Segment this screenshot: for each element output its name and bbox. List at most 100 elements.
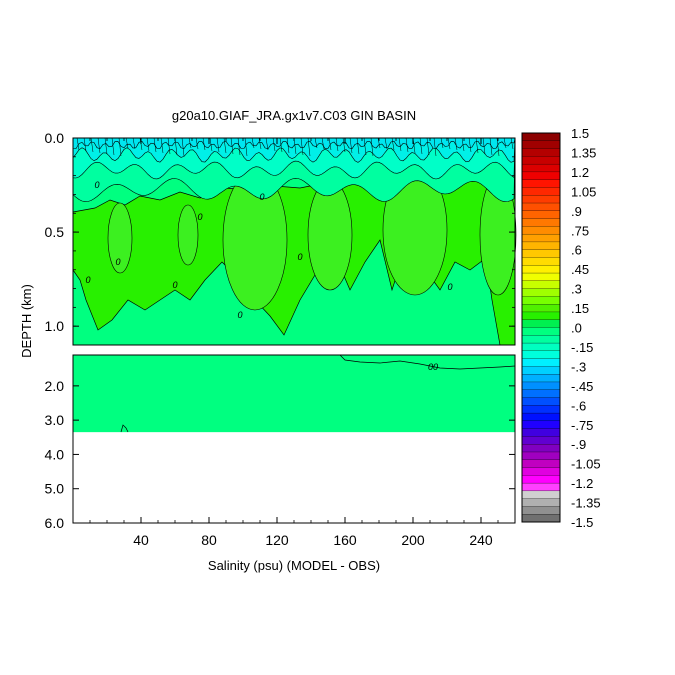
colorbar-swatch: [521, 498, 561, 507]
surface-contour-line: [454, 137, 458, 151]
x-tick-label: 160: [333, 532, 357, 548]
y-axis-label: DEPTH (km): [19, 284, 34, 358]
lower-small-contour: [120, 424, 129, 433]
colorbar-swatch: [521, 381, 561, 391]
surface-contour-line: [76, 137, 80, 151]
colorbar-swatch: [521, 436, 561, 445]
colorbar-label: 1.2: [571, 165, 589, 180]
upper-panel: 0 0 0 0 0 0 0 0 0: [72, 137, 517, 346]
colorbar-swatch: [521, 187, 561, 196]
colorbar-swatch: [521, 296, 561, 305]
contour-label: 0: [259, 192, 264, 202]
lower-panel: 00: [73, 354, 516, 523]
colorbar-label: -.9: [571, 437, 586, 452]
surface-contour-line: [433, 137, 437, 157]
surface-contour-line: [244, 137, 248, 157]
surface-contour-line: [272, 137, 276, 152]
colorbar-swatch: [521, 366, 561, 375]
surface-contour-line: [447, 137, 451, 150]
surface-contour-line: [104, 137, 108, 155]
colorbar-swatch: [521, 506, 561, 515]
surface-contour-line: [335, 137, 339, 152]
colorbar-label: .6: [571, 243, 582, 258]
colorbar-swatch: [521, 350, 561, 360]
surface-contour-line: [503, 137, 507, 149]
surface-contour-line: [370, 137, 374, 157]
surface-contour-line: [440, 137, 444, 149]
surface-contour-line: [391, 137, 395, 151]
x-tick-label: 40: [133, 532, 149, 548]
colorbar-label: -.6: [571, 398, 586, 413]
contour-label: 0: [297, 252, 302, 262]
surface-contour-line: [496, 137, 500, 157]
colorbar-swatch: [521, 233, 561, 243]
colorbar-swatch: [521, 475, 561, 484]
colorbar-swatch: [521, 288, 561, 297]
surface-contour-line: [195, 137, 199, 150]
y-tick-label: 6.0: [45, 515, 65, 531]
surface-contour-line: [83, 137, 87, 152]
colorbar-label: -1.2: [571, 476, 593, 491]
lower-field-base: [73, 355, 515, 433]
colorbar: 1.5 1.35 1.2 1.05 .9 .75 .6 .45 .3 .15 .0 -.15 -.3 -.…: [521, 126, 601, 530]
surface-contour-line: [321, 137, 325, 150]
colorbar-swatch: [521, 327, 561, 336]
colorbar-swatch: [521, 514, 561, 523]
colorbar-label: -.15: [571, 340, 593, 355]
surface-contour-line: [398, 137, 402, 152]
surface-contour-line: [419, 137, 423, 155]
surface-contour-line: [146, 137, 150, 152]
surface-contour-line: [111, 137, 115, 156]
surface-contour-line: [167, 137, 171, 155]
surface-contour-line: [356, 137, 360, 155]
colorbar-swatch: [521, 210, 561, 220]
colorbar-label: -.75: [571, 418, 593, 433]
surface-contour-line: [405, 137, 409, 153]
surface-contour-line: [258, 137, 262, 150]
colorbar-swatch: [521, 311, 561, 321]
surface-contour-line: [188, 137, 192, 149]
colorbar-swatch: [521, 459, 561, 468]
colorbar-swatch: [521, 226, 561, 235]
colorbar-swatch: [521, 218, 561, 227]
colorbar-label: -1.35: [571, 496, 601, 511]
surface-contour-line: [342, 137, 346, 153]
surface-contour-line: [125, 137, 129, 149]
colorbar-swatch: [521, 132, 561, 142]
colorbar-swatch: [521, 405, 561, 414]
surface-contour-line: [286, 137, 290, 154]
colorbar-swatch: [521, 148, 561, 157]
x-tick-label: 120: [265, 532, 289, 548]
colorbar-swatch: [521, 358, 561, 367]
colorbar-swatch: [521, 280, 561, 290]
surface-contour-line: [97, 137, 101, 154]
surface-contour-line: [279, 137, 283, 153]
surface-contour-line: [328, 137, 332, 151]
colorbar-label: -1.05: [571, 457, 601, 472]
x-tick-label: 80: [201, 532, 217, 548]
colorbar-swatch: [521, 272, 561, 282]
colorbar-swatch: [521, 195, 561, 204]
contour-label: 0: [115, 257, 120, 267]
colorbar-swatch: [521, 482, 561, 492]
colorbar-swatch: [521, 428, 561, 437]
positive-core-blob: [307, 179, 353, 291]
surface-contour-line: [314, 137, 318, 149]
colorbar-label: .3: [571, 282, 582, 297]
lower-zero-contour: [339, 354, 516, 370]
colorbar-swatch: [521, 265, 561, 274]
surface-contour-line: [363, 137, 367, 156]
colorbar-swatch: [521, 397, 561, 406]
contour-label: 0: [94, 180, 99, 190]
surface-contour-line: [461, 137, 465, 152]
colorbar-label: .9: [571, 204, 582, 219]
surface-contour-line: [153, 137, 157, 153]
colorbar-swatch: [521, 171, 561, 181]
colorbar-label: 1.05: [571, 184, 596, 199]
chart-title: g20a10.GIAF_JRA.gx1v7.C03 GIN BASIN: [172, 108, 416, 123]
surface-contour-line: [209, 137, 213, 152]
colorbar-swatch: [521, 156, 561, 165]
surface-contour-line: [118, 137, 122, 157]
contour-label: 0: [237, 310, 242, 320]
